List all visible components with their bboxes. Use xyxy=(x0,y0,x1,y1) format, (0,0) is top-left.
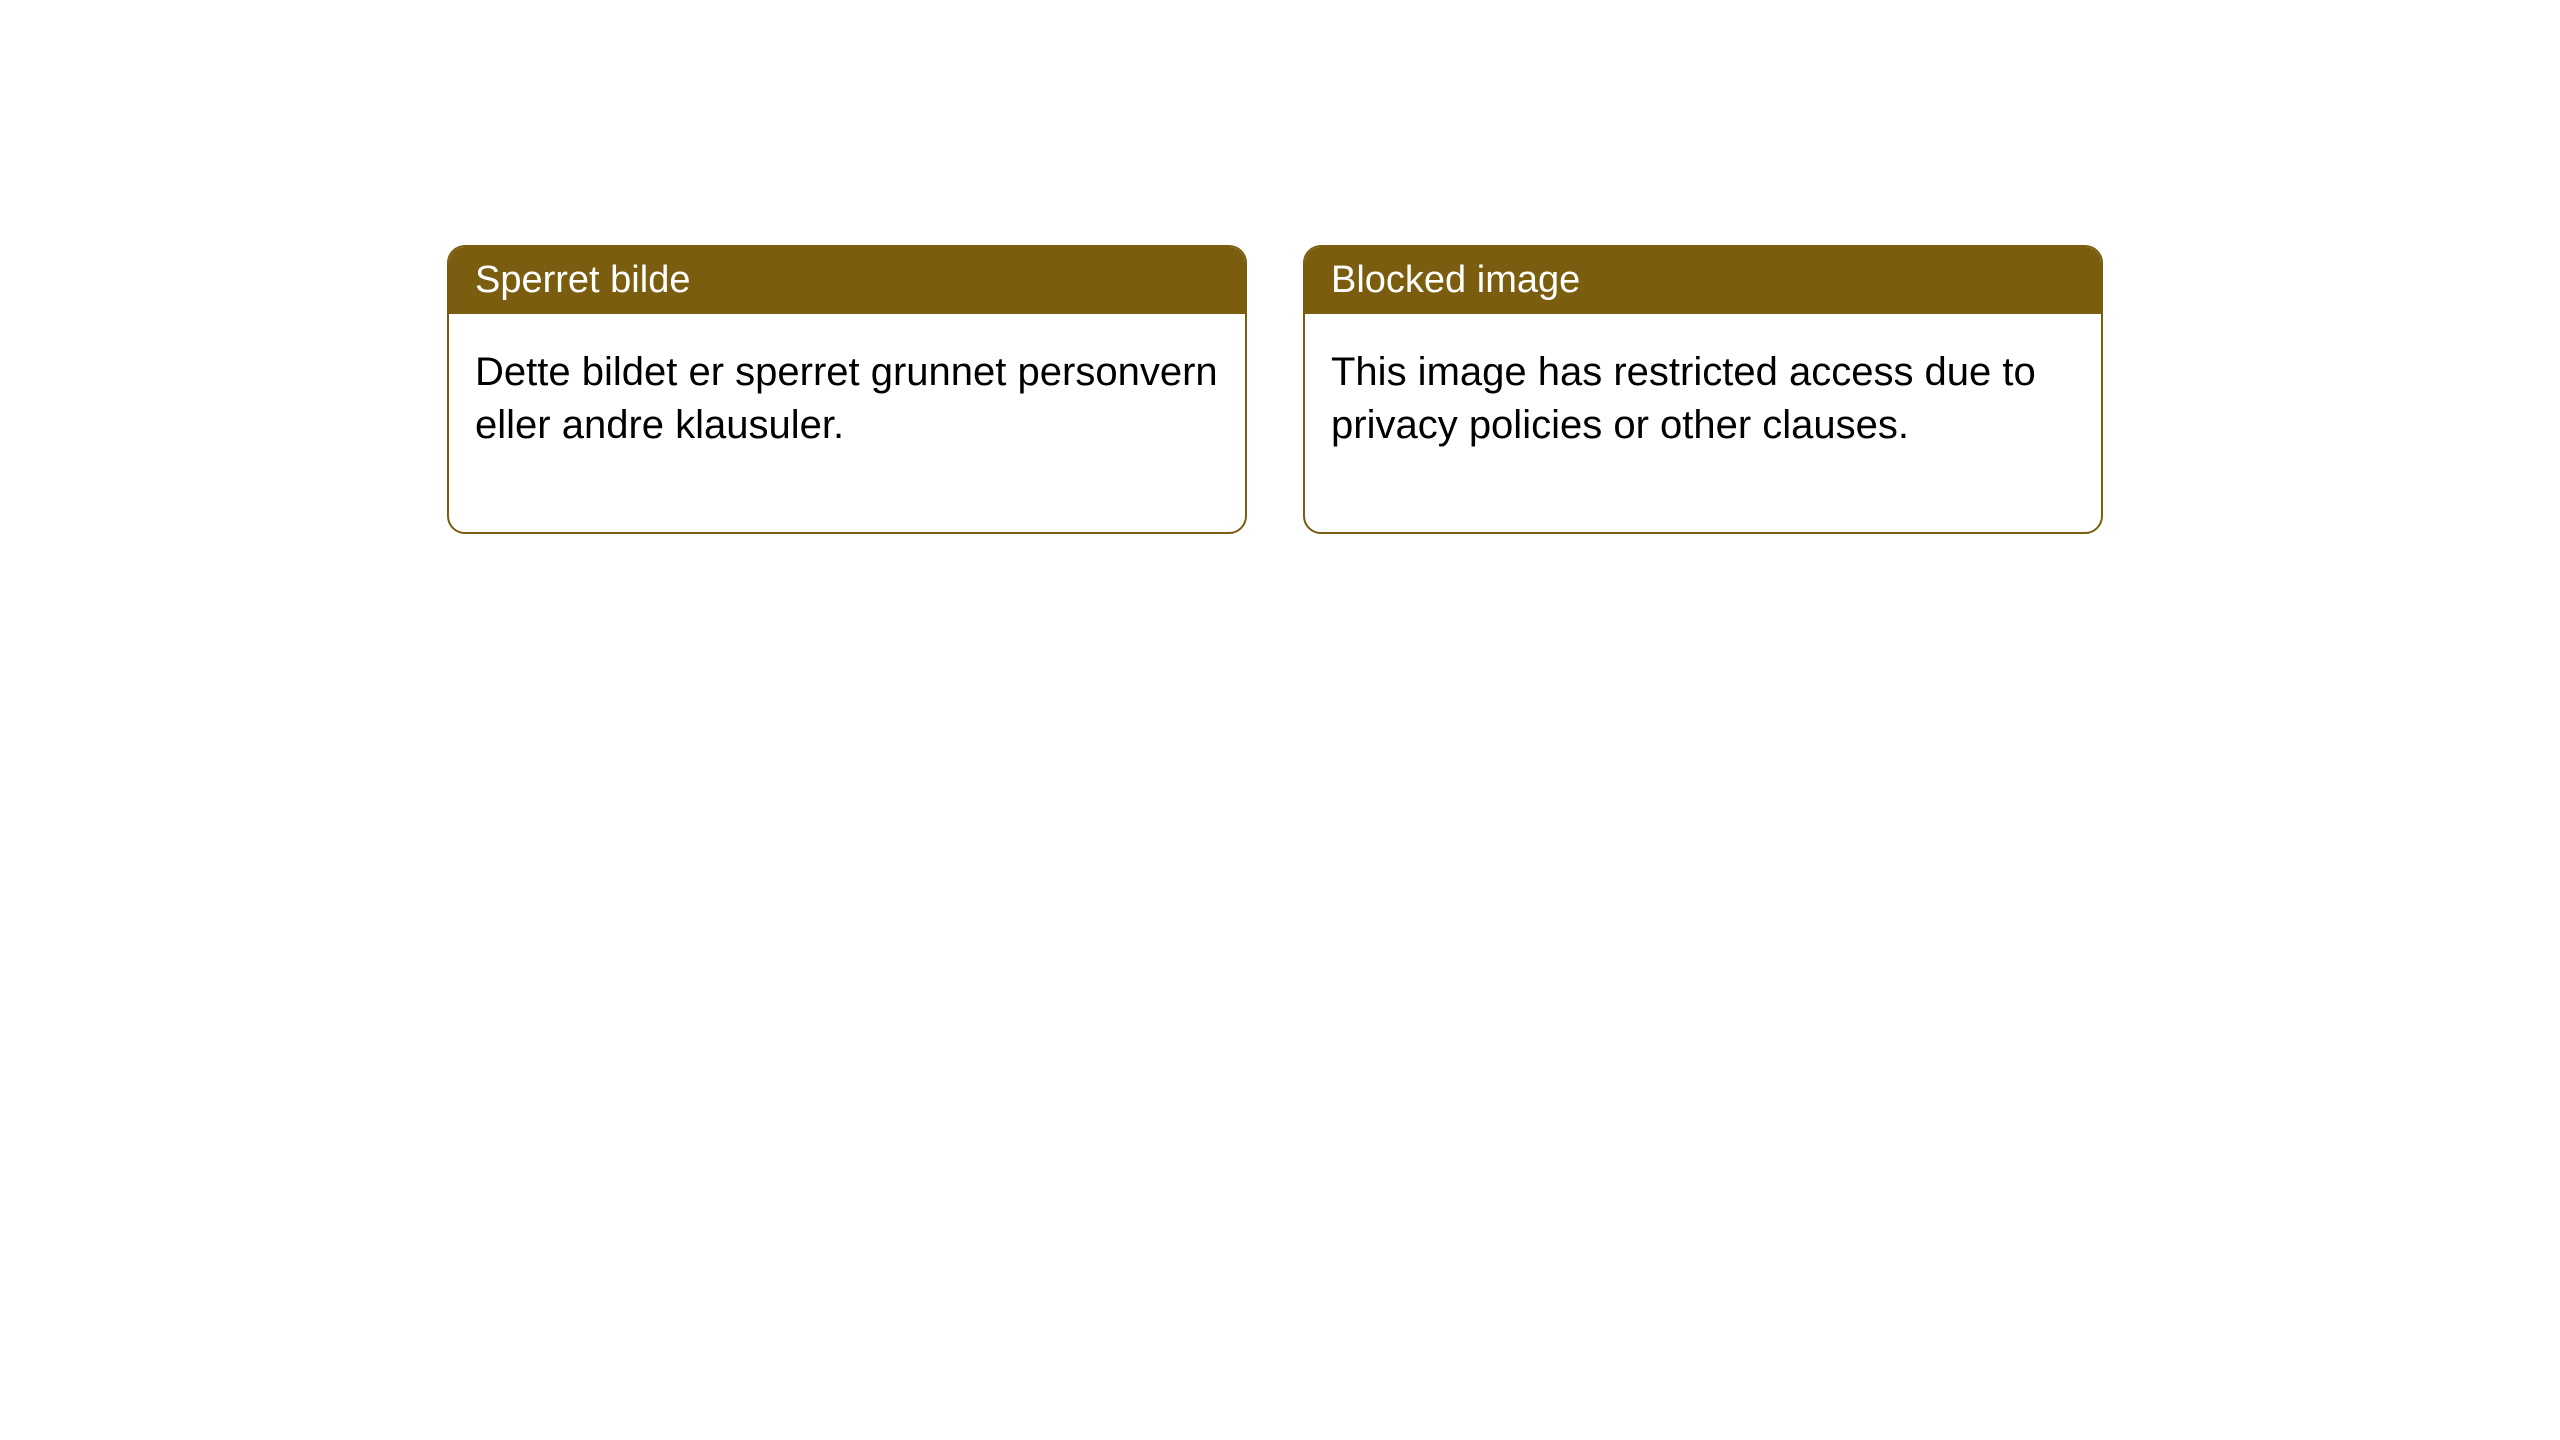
notice-title-english: Blocked image xyxy=(1305,247,2101,314)
notice-body-norwegian: Dette bildet er sperret grunnet personve… xyxy=(449,314,1245,532)
notice-box-norwegian: Sperret bilde Dette bildet er sperret gr… xyxy=(447,245,1247,534)
notice-body-english: This image has restricted access due to … xyxy=(1305,314,2101,532)
notice-box-english: Blocked image This image has restricted … xyxy=(1303,245,2103,534)
notice-title-norwegian: Sperret bilde xyxy=(449,247,1245,314)
notice-container: Sperret bilde Dette bildet er sperret gr… xyxy=(0,0,2560,534)
